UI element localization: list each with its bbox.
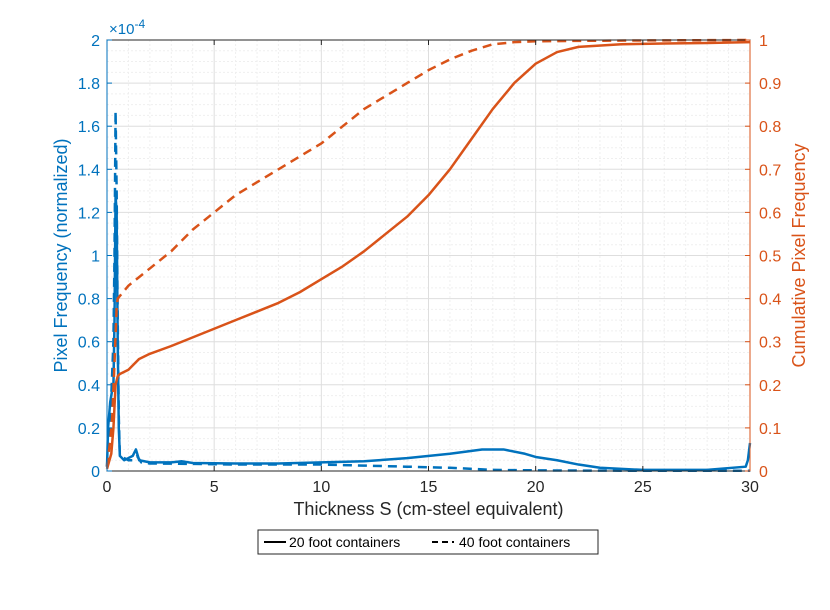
ticks-layer: 0 5 10 15 20 25 3000.20.40.60.811.21.41.61.820…	[78, 33, 782, 496]
y-left-tick-label: 0.4	[78, 378, 100, 395]
series-right-solid-line	[105, 40, 751, 470]
y-right-tick-label: 0.3	[759, 335, 781, 352]
exponent-base: ×10	[109, 21, 134, 38]
y-left-tick-label: 0	[91, 464, 100, 481]
series-right-dashed-line	[105, 38, 751, 467]
y-left-tick-label: 0.2	[78, 421, 100, 438]
y-right-tick-label: 0	[759, 464, 768, 481]
legend-label-40ft: 40 foot containers	[459, 534, 570, 550]
x-tick-label: 20	[527, 479, 545, 496]
left-axis-exponent: ×10-4	[109, 17, 145, 38]
y-left-tick-label: 1.6	[78, 119, 100, 136]
y-right-tick-label: 0.9	[759, 76, 781, 93]
y-right-tick-label: 0.1	[759, 421, 781, 438]
y-right-tick-label: 0.4	[759, 292, 781, 309]
y-left-tick-label: 2	[91, 33, 100, 50]
x-tick-label: 0	[103, 479, 112, 496]
x-tick-label: 15	[420, 479, 438, 496]
y-right-tick-label: 0.2	[759, 378, 781, 395]
y-right-tick-label: 0.5	[759, 249, 781, 266]
y-left-tick-label: 0.8	[78, 292, 100, 309]
legend: 20 foot containers 40 foot containers	[257, 529, 599, 555]
exponent-power: -4	[134, 17, 145, 31]
y-right-tick-label: 0.7	[759, 162, 781, 179]
legend-label-20ft: 20 foot containers	[289, 534, 400, 550]
y-right-tick-label: 0.8	[759, 119, 781, 136]
y-left-tick-label: 1.8	[78, 76, 100, 93]
x-tick-label: 25	[634, 479, 652, 496]
series-layer	[105, 38, 752, 473]
y-left-tick-label: 1.4	[78, 162, 100, 179]
y-right-tick-label: 1	[759, 33, 768, 50]
series-left-dashed-line	[105, 109, 750, 473]
y-right-tick-label: 0.6	[759, 205, 781, 222]
y-left-tick-label: 1	[91, 249, 100, 266]
y-left-tick-label: 0.6	[78, 335, 100, 352]
x-tick-label: 30	[741, 479, 759, 496]
y-axis-right-label: Cumulative Pixel Frequency	[789, 143, 809, 367]
y-left-tick-label: 1.2	[78, 205, 100, 222]
y-axis-left-label: Pixel Frequency (normalized)	[51, 138, 71, 372]
legend-box	[257, 529, 599, 555]
x-axis-label: Thickness S (cm-steel equivalent)	[293, 499, 563, 519]
x-tick-label: 5	[210, 479, 219, 496]
x-tick-label: 10	[312, 479, 330, 496]
